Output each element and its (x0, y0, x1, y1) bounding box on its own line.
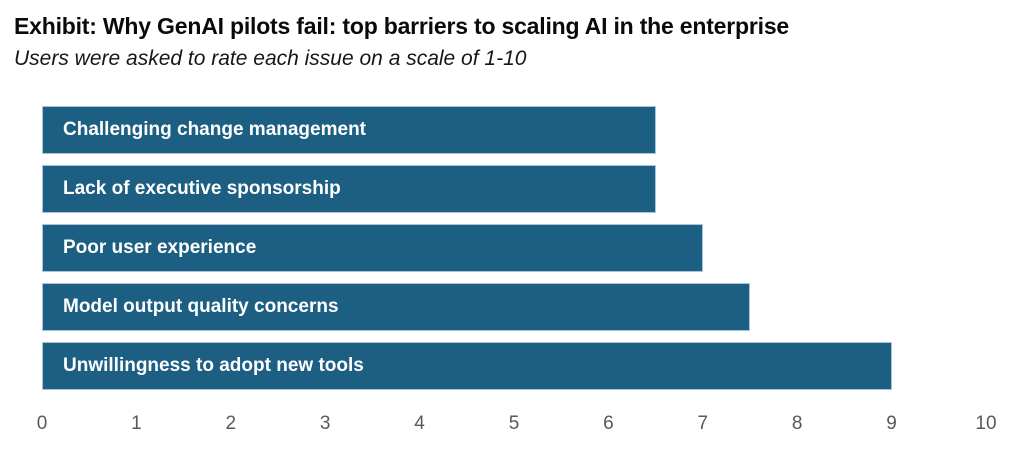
bar-row: Poor user experience (42, 223, 986, 272)
bar-row: Unwillingness to adopt new tools (42, 341, 986, 390)
x-axis-tick-label: 5 (508, 412, 520, 434)
x-axis-tick-label: 8 (791, 412, 803, 434)
bar-label: Model output quality concerns (63, 295, 339, 317)
bar-label: Lack of executive sponsorship (63, 177, 341, 199)
bar-row: Lack of executive sponsorship (42, 164, 986, 213)
x-axis-tick-label: 9 (886, 412, 897, 434)
chart-title: Exhibit: Why GenAI pilots fail: top barr… (14, 13, 789, 39)
x-axis-tick-label: 1 (131, 412, 142, 434)
bar-label: Unwillingness to adopt new tools (63, 354, 364, 376)
chart-subtitle: Users were asked to rate each issue on a… (14, 46, 527, 70)
x-axis-tick-label: 2 (225, 412, 237, 434)
x-axis-tick-label: 7 (697, 412, 709, 434)
x-axis: 0 1 2 3 4 5 6 7 8 9 10 (37, 412, 997, 439)
bar: Challenging change management (42, 105, 656, 154)
bar: Unwillingness to adopt new tools (42, 341, 892, 390)
chart-header: Exhibit: Why GenAI pilots fail: top barr… (0, 0, 1024, 71)
x-axis-tick-label: 6 (603, 412, 614, 434)
x-axis-tick-label: 4 (414, 412, 425, 434)
bars-container: Challenging change management Lack of exe… (42, 105, 986, 390)
bar-chart: Challenging change management Lack of exe… (37, 105, 997, 439)
x-axis-tick-label: 0 (36, 412, 48, 434)
bar-label: Challenging change management (63, 118, 366, 140)
bar-row: Model output quality concerns (42, 282, 986, 331)
bar-label: Poor user experience (63, 236, 257, 258)
bar: Model output quality concerns (42, 282, 750, 331)
x-axis-tick-label: 10 (975, 412, 997, 434)
x-axis-tick-label: 3 (319, 412, 331, 434)
bar-row: Challenging change management (42, 105, 986, 154)
bar: Poor user experience (42, 223, 703, 272)
bar: Lack of executive sponsorship (42, 164, 656, 213)
